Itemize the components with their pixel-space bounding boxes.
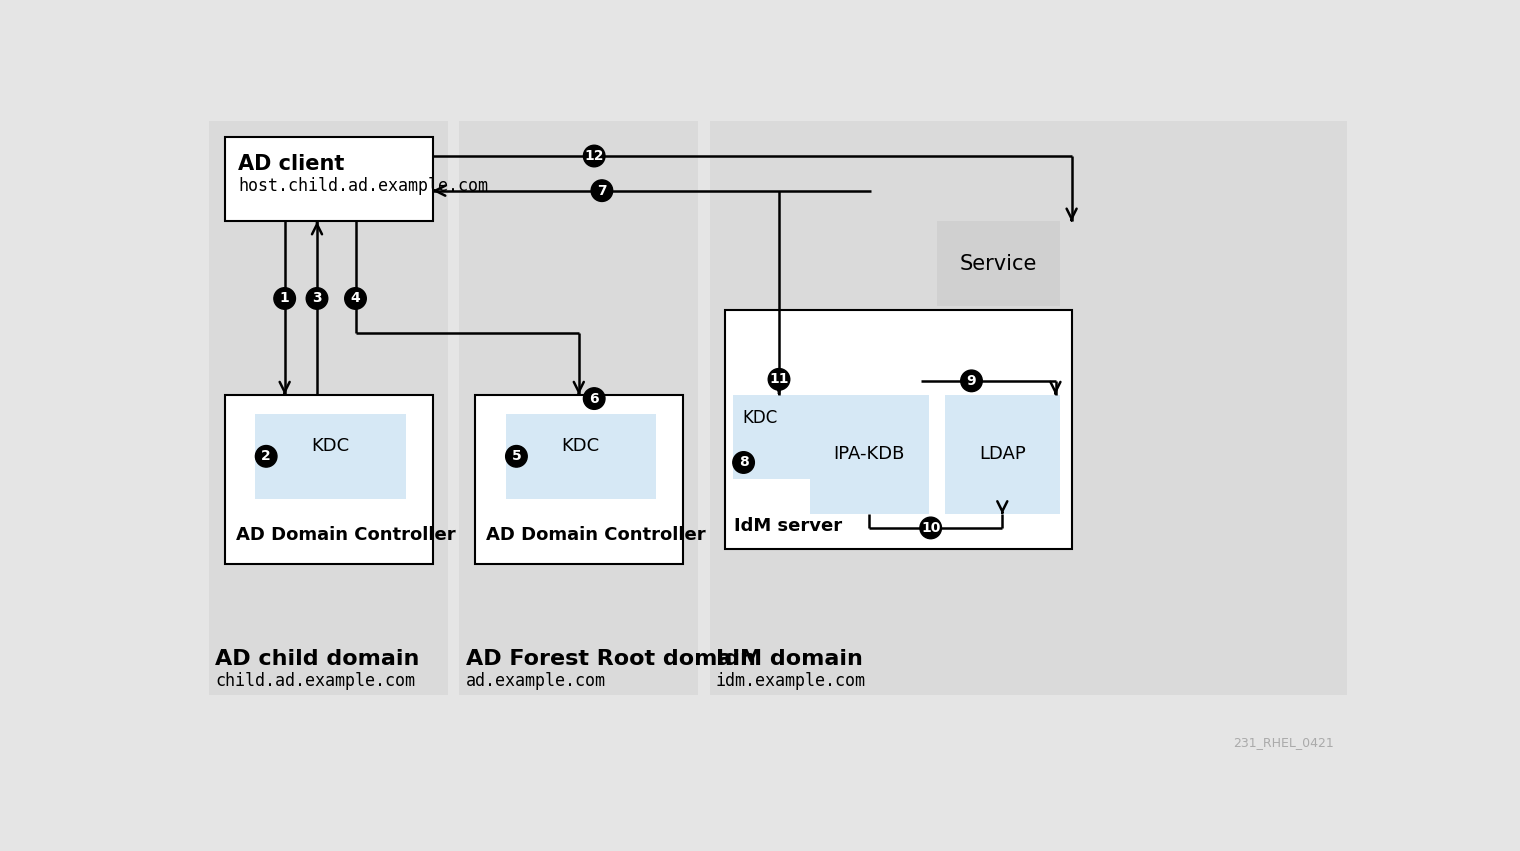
Circle shape xyxy=(255,446,277,467)
Text: AD child domain: AD child domain xyxy=(216,648,420,669)
Bar xyxy=(936,221,1059,306)
Text: idm.example.com: idm.example.com xyxy=(716,672,866,690)
Bar xyxy=(944,395,1059,514)
Bar xyxy=(225,395,433,564)
Circle shape xyxy=(584,146,605,167)
Text: 11: 11 xyxy=(769,373,789,386)
Text: host.child.ad.example.com: host.child.ad.example.com xyxy=(239,177,488,195)
Text: IdM domain: IdM domain xyxy=(716,648,863,669)
Text: child.ad.example.com: child.ad.example.com xyxy=(216,672,415,690)
Bar xyxy=(733,395,825,479)
Bar xyxy=(725,310,1072,549)
Circle shape xyxy=(733,452,754,473)
Bar xyxy=(459,122,698,695)
Text: 6: 6 xyxy=(590,391,599,406)
Bar xyxy=(225,137,433,221)
Circle shape xyxy=(306,288,328,309)
Text: 8: 8 xyxy=(739,455,748,470)
Text: KDC: KDC xyxy=(561,437,599,455)
Circle shape xyxy=(961,370,982,391)
Text: AD Domain Controller: AD Domain Controller xyxy=(486,526,705,544)
Text: 9: 9 xyxy=(967,374,976,388)
Text: ad.example.com: ad.example.com xyxy=(465,672,605,690)
Text: 4: 4 xyxy=(351,292,360,306)
Circle shape xyxy=(345,288,366,309)
Text: KDC: KDC xyxy=(312,437,350,455)
Text: IdM server: IdM server xyxy=(734,517,842,535)
Text: AD client: AD client xyxy=(239,154,345,174)
Text: 1: 1 xyxy=(280,292,289,306)
Circle shape xyxy=(274,288,295,309)
Text: IPA-KDB: IPA-KDB xyxy=(833,445,904,463)
Text: 3: 3 xyxy=(312,292,322,306)
Circle shape xyxy=(584,388,605,409)
Bar xyxy=(710,122,1347,695)
Bar xyxy=(474,395,682,564)
Text: LDAP: LDAP xyxy=(979,445,1026,463)
Circle shape xyxy=(768,368,790,390)
Text: AD Forest Root domain: AD Forest Root domain xyxy=(465,648,755,669)
Bar xyxy=(210,122,448,695)
Text: 2: 2 xyxy=(261,449,271,463)
Text: 10: 10 xyxy=(921,521,941,535)
Text: 5: 5 xyxy=(512,449,521,463)
Text: AD Domain Controller: AD Domain Controller xyxy=(236,526,456,544)
Text: 231_RHEL_0421: 231_RHEL_0421 xyxy=(1233,736,1333,749)
Circle shape xyxy=(506,446,527,467)
Circle shape xyxy=(591,180,613,202)
Text: KDC: KDC xyxy=(742,408,777,426)
Text: Service: Service xyxy=(959,254,1037,274)
Bar xyxy=(506,414,655,499)
Bar xyxy=(810,395,929,514)
Text: 7: 7 xyxy=(597,184,606,197)
Text: 12: 12 xyxy=(585,149,603,163)
Circle shape xyxy=(920,517,941,539)
Bar xyxy=(255,414,406,499)
